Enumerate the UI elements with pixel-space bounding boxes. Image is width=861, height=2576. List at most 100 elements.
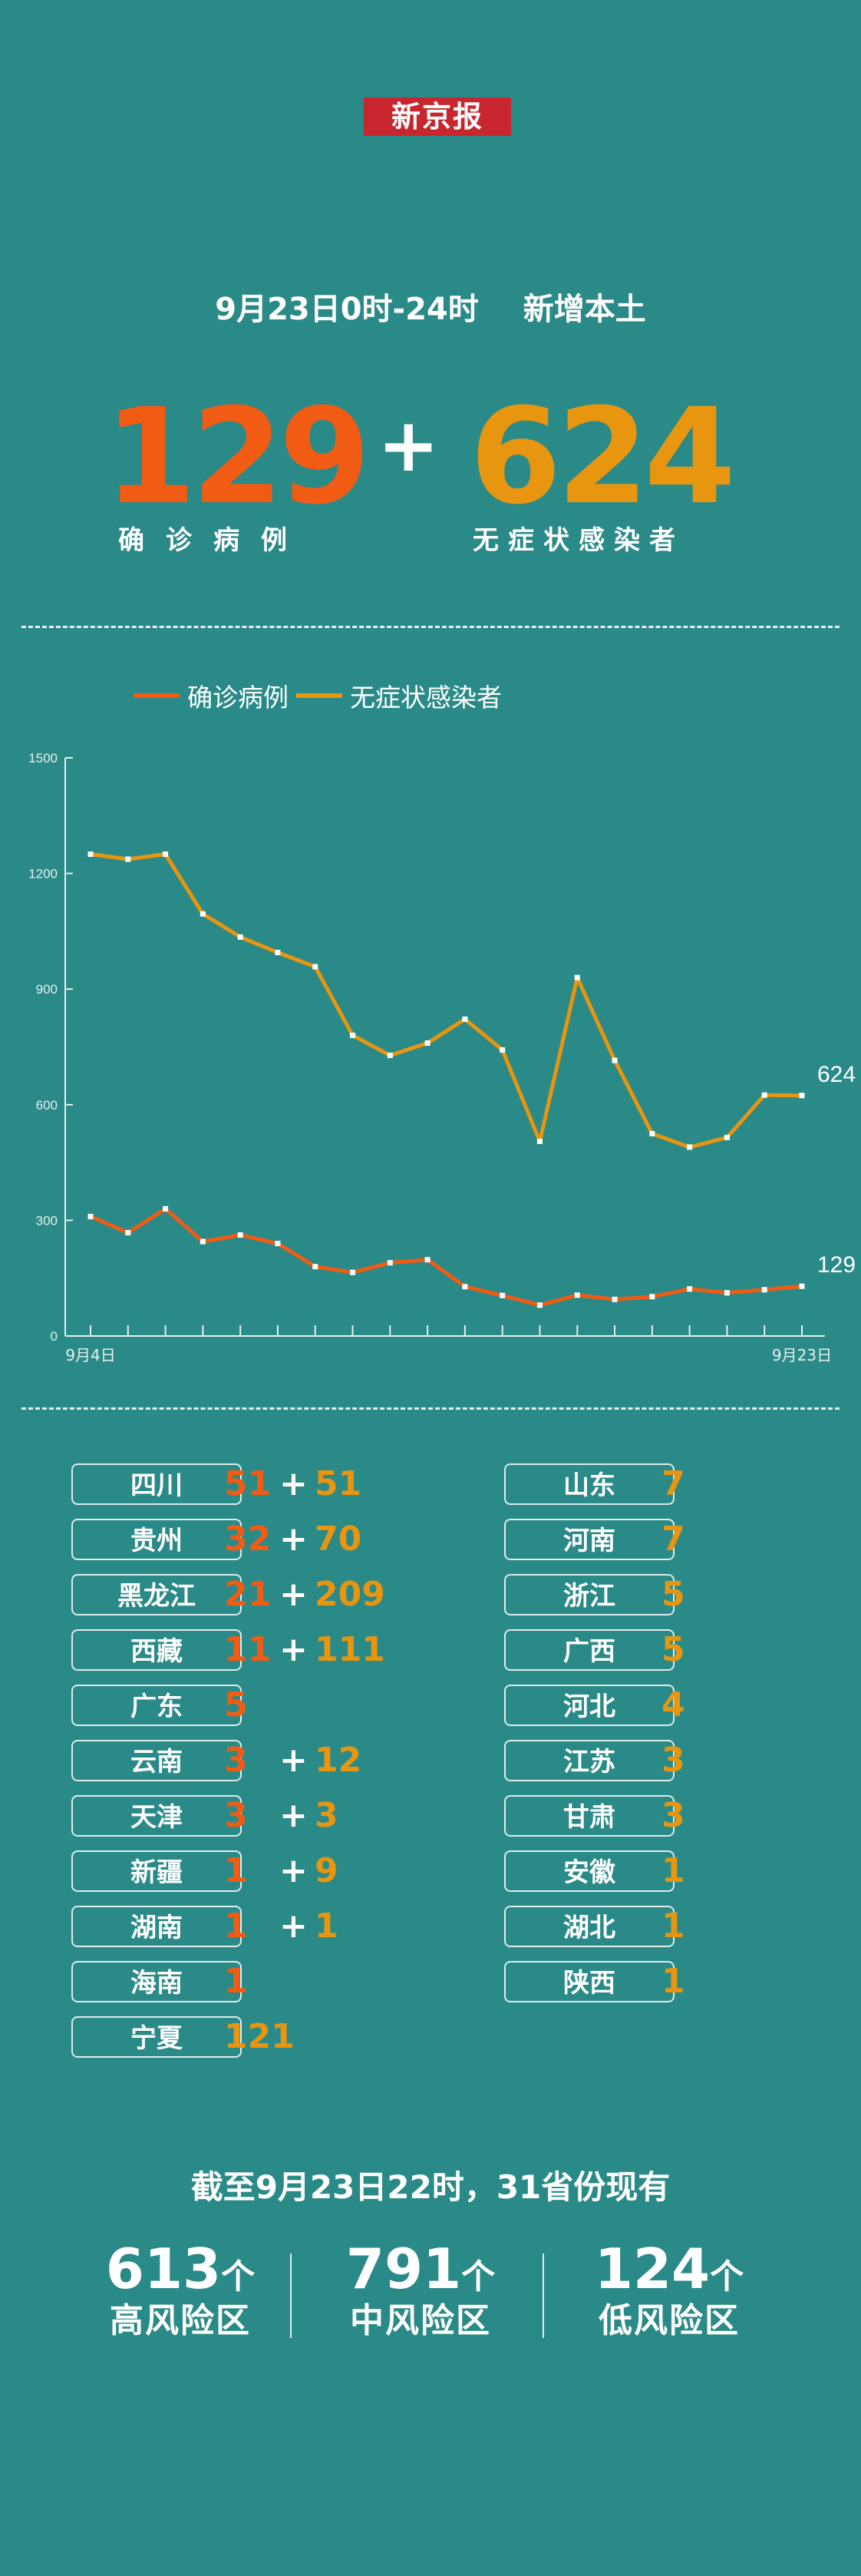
province-asymptomatic-count: 3 [315,1796,338,1835]
province-name: 广东 [71,1685,242,1726]
data-point-0 [761,1287,767,1293]
risk-medium: 791个 中风险区 [305,2238,536,2343]
province-asymptomatic-count: 5 [661,1575,685,1614]
risk-high: 613个 高风险区 [65,2238,295,2343]
plus-sign: + [279,1796,308,1835]
risk-medium-unit: 个 [461,2257,496,2297]
legend-label-confirmed: 确诊病例 [187,683,289,713]
data-point-0 [500,1292,506,1298]
plus-sign: + [279,1464,308,1503]
province-asymptomatic-count: 1 [315,1906,338,1946]
data-point-0 [799,1283,805,1289]
data-point-1 [649,1130,655,1136]
data-point-1 [462,1016,468,1022]
province-asymptomatic-count: 1 [661,1851,685,1890]
divider-bottom [21,1407,840,1410]
data-point-0 [163,1205,169,1212]
province-name: 西藏 [71,1629,242,1671]
data-point-0 [87,1213,94,1219]
data-point-1 [387,1053,393,1059]
province-name: 甘肃 [504,1795,675,1837]
province-confirmed-count: 1 [224,1851,248,1890]
end-value-label-0: 129 [817,1252,856,1278]
legend-swatch-asymptomatic [296,693,342,698]
province-name: 贵州 [71,1519,242,1560]
province-confirmed-count: 32 [224,1519,272,1559]
data-point-0 [612,1296,618,1302]
series-line-0 [90,1206,803,1308]
data-point-0 [387,1260,393,1266]
data-point-1 [275,950,281,956]
province-confirmed-count: 1 [224,1906,248,1946]
data-point-0 [350,1269,356,1275]
data-point-0 [724,1290,730,1296]
confirmed-label: 确诊病例 [118,525,308,556]
risk-low-count: 124 [594,2237,711,2301]
province-name: 云南 [71,1740,242,1781]
province-asymptomatic-count: 209 [315,1575,385,1614]
legend-item-confirmed: 确诊病例 [134,677,289,714]
divider-top [21,626,840,628]
data-point-1 [350,1032,356,1038]
data-point-0 [536,1302,543,1308]
province-asymptomatic-count: 7 [661,1519,685,1559]
y-tick-label: 1200 [28,867,58,881]
province-name: 浙江 [504,1574,675,1615]
plus-sign: + [279,1851,308,1890]
plus-sign: + [279,1575,308,1614]
province-name: 广西 [504,1629,675,1671]
data-point-0 [687,1286,693,1292]
risk-high-label: 高风险区 [110,2301,251,2340]
scope-label: 新增本土 [523,292,646,327]
risk-low: 124个 低风险区 [554,2238,784,2343]
province-name: 海南 [71,1961,242,2002]
province-asymptomatic-count: 12 [315,1741,362,1780]
province-name: 新疆 [71,1850,242,1892]
data-point-0 [424,1257,430,1263]
province-asymptomatic-count: 1 [661,1962,685,2001]
legend-item-asymptomatic: 无症状感染者 [296,677,502,714]
province-asymptomatic-count: 1 [661,1906,685,1946]
province-asymptomatic-count: 9 [315,1851,338,1890]
data-point-1 [87,852,94,857]
date-range: 9月23日0时-24时 [215,292,479,327]
data-point-1 [200,911,206,917]
province-name: 陕西 [504,1961,675,2002]
data-point-1 [424,1040,430,1046]
x-tick-label-last: 9月23日 [772,1346,832,1364]
data-point-0 [237,1232,243,1238]
province-asymptomatic-count: 70 [315,1519,362,1559]
y-tick-label: 600 [36,1098,58,1113]
risk-medium-label: 中风险区 [350,2301,491,2340]
province-asymptomatic-count: 5 [661,1630,685,1669]
y-tick-label: 900 [36,982,58,997]
asymptomatic-label: 无症状感染者 [473,525,685,556]
y-tick-label: 0 [51,1329,58,1344]
plus-sign: + [279,1519,308,1559]
province-name: 天津 [71,1795,242,1837]
data-point-1 [612,1057,618,1063]
province-asymptomatic-count: 111 [315,1630,385,1669]
province-confirmed-count: 1 [224,1962,248,2001]
plus-sign: + [378,402,440,488]
province-asymptomatic-count: 3 [661,1741,685,1780]
province-confirmed-count: 21 [224,1575,272,1614]
province-name: 湖北 [504,1906,675,1947]
data-point-1 [312,964,318,970]
data-point-1 [574,974,580,980]
risk-high-count: 613 [105,2237,222,2301]
data-point-0 [649,1294,655,1300]
data-point-0 [574,1292,580,1298]
confirmed-total: 129 [104,379,371,534]
province-name: 江苏 [504,1740,675,1781]
legend-swatch-confirmed [134,693,180,698]
risk-low-label: 低风险区 [599,2301,740,2340]
province-name: 山东 [504,1463,675,1505]
legend-label-asymptomatic: 无症状感染者 [350,683,502,713]
province-name: 河南 [504,1519,675,1560]
data-point-1 [536,1138,543,1144]
province-asymptomatic-count: 51 [315,1464,362,1503]
plus-sign: + [279,1906,308,1946]
province-name: 湖南 [71,1906,242,1947]
province-name: 安徽 [504,1850,675,1892]
